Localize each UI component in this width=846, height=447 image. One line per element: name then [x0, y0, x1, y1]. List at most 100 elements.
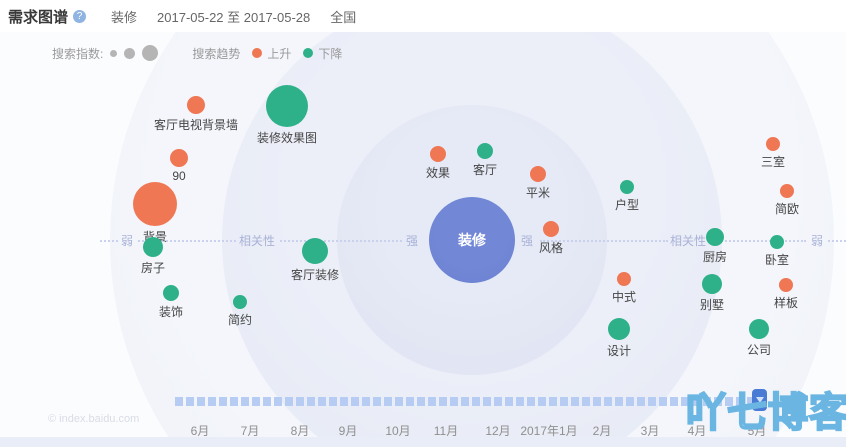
month-label: 11月	[433, 424, 459, 438]
month-label: 2月	[592, 424, 612, 438]
trend-bubble[interactable]	[133, 182, 177, 226]
center-keyword-bubble[interactable]: 装修	[429, 197, 515, 283]
axis-weak-right: 弱	[810, 234, 824, 248]
axis-strong-right: 强	[520, 234, 534, 248]
month-label: 7月	[240, 424, 260, 438]
trend-bubble[interactable]	[701, 274, 722, 294]
bubble-node: 厨房	[703, 228, 727, 265]
bubble-label: 厨房	[702, 250, 728, 264]
trend-up-dot-icon	[252, 48, 263, 58]
bubble-node: 别墅	[700, 274, 724, 313]
index-size-dot-small	[110, 49, 118, 57]
bubble-label: 三室	[760, 155, 786, 169]
trend-bubble[interactable]	[232, 295, 247, 309]
trend-bubble[interactable]	[705, 228, 724, 246]
trend-bubble[interactable]	[769, 235, 784, 249]
bubble-node: 简欧	[775, 184, 799, 217]
bubble-label: 效果	[425, 166, 451, 180]
center-keyword-node: 装修	[429, 197, 515, 283]
bubble-node: 中式	[612, 272, 636, 305]
trend-bubble[interactable]	[265, 85, 308, 127]
bubble-node: 装饰	[159, 285, 183, 320]
timeline-handle[interactable]	[752, 389, 767, 411]
bubble-node: 公司	[747, 319, 771, 358]
bubble-node: 装修效果图	[257, 85, 317, 146]
trend-down-dot-icon	[303, 48, 314, 58]
trend-bubble[interactable]	[779, 184, 794, 198]
bubble-node: 客厅	[473, 143, 497, 178]
bubble-label: 简约	[227, 313, 253, 327]
region-label: 全国	[330, 9, 357, 25]
trend-bubble[interactable]	[542, 221, 559, 237]
bubble-label: 客厅装修	[290, 268, 340, 282]
axis-dots	[138, 240, 236, 242]
axis-weak-left: 弱	[120, 234, 134, 248]
help-icon[interactable]: ?	[73, 9, 87, 23]
trend-bubble[interactable]	[301, 238, 328, 264]
page-title: 需求图谱	[8, 8, 69, 26]
bubble-node: 客厅电视背景墙	[154, 96, 238, 133]
bubble-label: 卧室	[764, 253, 790, 267]
search-index-label: 搜索指数:	[52, 46, 104, 61]
bubble-node: 简约	[228, 295, 252, 328]
trend-bubble[interactable]	[616, 272, 631, 286]
bubble-label: 装饰	[158, 305, 184, 319]
bubble-node: 房子	[141, 237, 165, 276]
search-trend-label: 搜索趋势	[192, 46, 241, 61]
bubble-node: 样板	[774, 278, 798, 311]
trend-bubble[interactable]	[748, 319, 769, 339]
month-label: 8月	[290, 424, 310, 438]
bubble-label: 中式	[611, 290, 637, 304]
bubble-node: 设计	[607, 318, 631, 359]
bubble-node: 户型	[615, 180, 639, 213]
trend-bubble[interactable]	[765, 137, 780, 151]
bubble-label: 设计	[606, 344, 632, 358]
trend-bubble[interactable]	[429, 146, 446, 162]
month-label: 4月	[687, 424, 707, 438]
trend-bubble[interactable]	[607, 318, 630, 340]
trend-bubble[interactable]	[529, 166, 546, 182]
trend-bubble[interactable]	[186, 96, 205, 114]
trend-up-label: 上升	[267, 46, 292, 61]
axis-relevance-left: 相关性	[238, 234, 276, 248]
axis-dots	[100, 240, 118, 242]
trend-bubble[interactable]	[778, 278, 793, 292]
index-size-dot-large	[142, 45, 159, 61]
timeline-slider[interactable]	[175, 397, 753, 406]
bubble-node: 平米	[526, 166, 550, 201]
trend-bubble[interactable]	[142, 237, 163, 257]
current-keyword: 装修	[111, 9, 138, 25]
bubble-node: 卧室	[765, 235, 789, 268]
trend-bubble[interactable]	[170, 149, 188, 167]
date-range: 2017-05-22 至 2017-05-28	[157, 9, 311, 25]
index-size-dot-medium	[124, 47, 136, 59]
month-label: 2017年1月	[520, 424, 578, 438]
bubble-node: 效果	[426, 146, 450, 181]
bubble-node: 三室	[761, 137, 785, 170]
bubble-label: 房子	[140, 261, 166, 275]
bubble-node: 客厅装修	[291, 238, 339, 283]
bubble-label: 客厅	[472, 163, 498, 177]
month-label: 5月	[747, 424, 767, 438]
bubble-node: 风格	[539, 221, 563, 256]
bubble-node: 背景	[133, 182, 177, 245]
month-label: 9月	[338, 424, 358, 438]
bubble-label: 90	[172, 169, 186, 183]
bubble-label: 公司	[746, 343, 772, 357]
bubble-node: 90	[170, 149, 188, 183]
axis-strong-left: 强	[405, 234, 419, 248]
axis-dots	[710, 240, 806, 242]
trend-bubble[interactable]	[162, 285, 179, 301]
bubble-label: 样板	[773, 296, 799, 310]
trend-bubble[interactable]	[476, 143, 493, 159]
legend: 搜索指数: 搜索趋势 上升 下降	[52, 45, 342, 61]
bubble-label: 别墅	[699, 298, 725, 312]
month-label: 6月	[190, 424, 210, 438]
axis-dots	[280, 240, 402, 242]
bubble-label: 装修效果图	[256, 131, 318, 145]
trend-bubble[interactable]	[619, 180, 634, 194]
bubble-label: 风格	[538, 241, 564, 255]
trend-down-label: 下降	[318, 46, 343, 61]
header: 需求图谱 ? 装修 2017-05-22 至 2017-05-28 全国	[0, 0, 846, 32]
